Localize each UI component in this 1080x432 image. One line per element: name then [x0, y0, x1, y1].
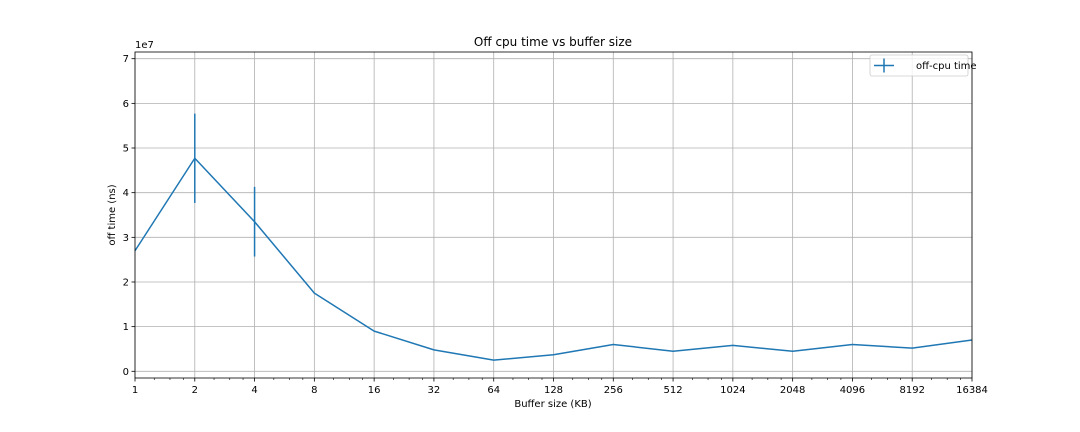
x-axis-label: Buffer size (KB): [514, 399, 591, 410]
x-tick-label: 2048: [780, 385, 805, 396]
series-layer: [134, 113, 973, 361]
y-tick-label: 2: [123, 277, 129, 288]
x-axis: 1 2 4 8 16 32 64 128 256 512 1024 2048 4096 8192 16384: [132, 378, 988, 396]
x-tick-label: 4096: [840, 385, 865, 396]
x-tick-label: 256: [604, 385, 623, 396]
y-tick-label: 4: [123, 188, 129, 199]
y-tick-label: 1: [123, 322, 129, 333]
chart-title: Off cpu time vs buffer size: [474, 35, 632, 49]
x-tick-label: 8192: [899, 385, 924, 396]
legend-box: [869, 54, 969, 77]
series-line: [134, 157, 973, 361]
x-tick-label: 8: [311, 385, 317, 396]
grid: [134, 52, 973, 378]
x-tick-label: 1: [132, 385, 138, 396]
legend: off-cpu time: [869, 54, 977, 77]
x-tick-label: 16: [368, 385, 381, 396]
y-tick-label: 6: [123, 99, 129, 110]
y-axis: 0 1 2 3 4 5 6 7: [123, 54, 135, 378]
y-tick-label: 0: [123, 367, 129, 378]
x-tick-label: 16384: [956, 385, 988, 396]
x-tick-label: 2: [192, 385, 198, 396]
x-tick-label: 1024: [720, 385, 745, 396]
y-offset-label: 1e7: [135, 40, 154, 51]
x-tick-label: 32: [428, 385, 441, 396]
y-tick-label: 3: [123, 233, 129, 244]
x-tick-label: 512: [664, 385, 683, 396]
x-tick-label: 4: [251, 385, 257, 396]
x-tick-label: 128: [544, 385, 563, 396]
legend-label: off-cpu time: [916, 61, 977, 72]
y-tick-label: 7: [123, 54, 129, 65]
x-tick-label: 64: [487, 385, 500, 396]
y-axis-label: off time (ns): [107, 184, 118, 245]
y-tick-label: 5: [123, 144, 129, 155]
